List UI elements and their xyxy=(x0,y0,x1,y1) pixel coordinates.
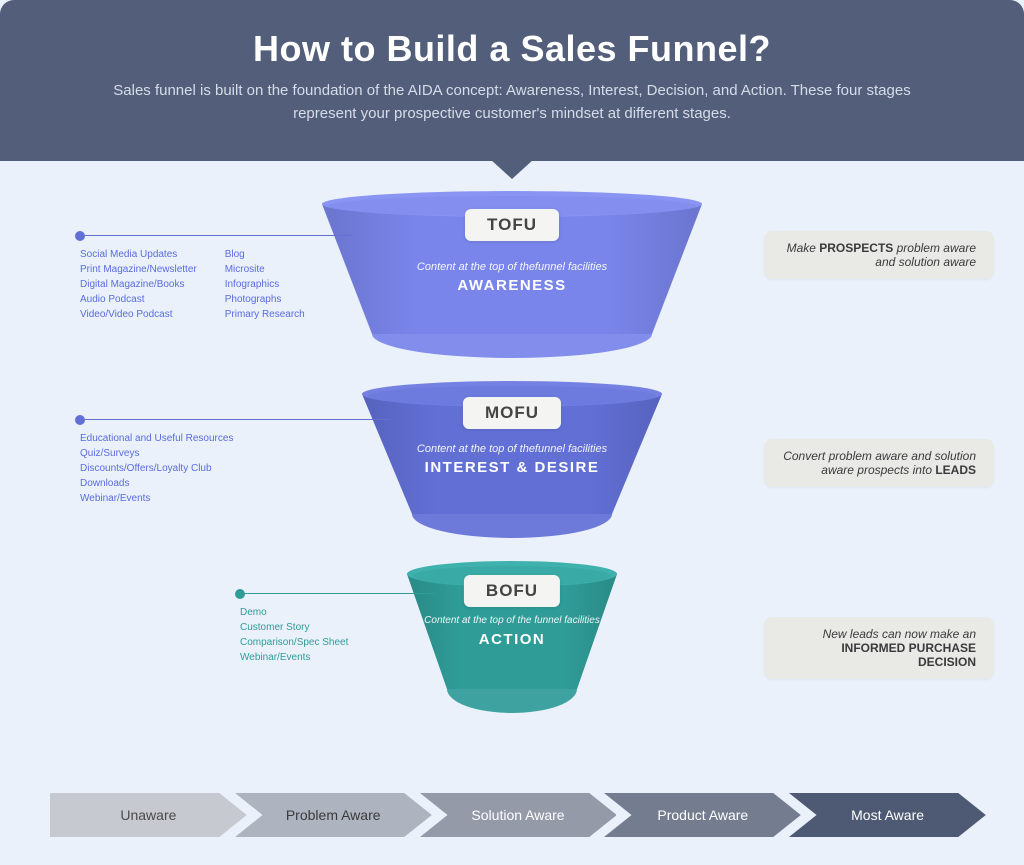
stage-text-mofu: Content at the top of thefunnel faciliti… xyxy=(382,443,642,476)
left-list-mofu: Educational and Useful ResourcesQuiz/Sur… xyxy=(80,431,233,506)
awareness-step: Most Aware xyxy=(789,793,986,837)
awareness-step: Unaware xyxy=(50,793,247,837)
stage-label-bofu: BOFU xyxy=(464,575,560,607)
list-item: Customer Story xyxy=(240,620,348,635)
awareness-step: Problem Aware xyxy=(235,793,432,837)
list-item: Microsite xyxy=(225,262,305,277)
header-arrow-icon xyxy=(490,159,534,179)
list-item: Social Media Updates xyxy=(80,247,197,262)
left-list-tofu: Social Media UpdatesPrint Magazine/Newsl… xyxy=(80,247,305,322)
stage-subtitle: Content at the top of the funnel facilit… xyxy=(382,615,642,627)
left-list-bofu: DemoCustomer StoryComparison/Spec SheetW… xyxy=(240,605,348,665)
list-item: Digital Magazine/Books xyxy=(80,277,197,292)
right-box-tofu: Make PROSPECTS problem aware and solutio… xyxy=(764,231,994,279)
stage-text-bofu: Content at the top of the funnel facilit… xyxy=(382,615,642,648)
awareness-step: Solution Aware xyxy=(420,793,617,837)
list-item: Primary Research xyxy=(225,307,305,322)
list-item: Webinar/Events xyxy=(80,491,233,506)
right-box-bofu: New leads can now make an INFORMED PURCH… xyxy=(764,617,994,679)
list-item: Blog xyxy=(225,247,305,262)
stage-subtitle: Content at the top of thefunnel faciliti… xyxy=(382,443,642,455)
connector-dot-icon xyxy=(75,415,85,425)
connector-line xyxy=(80,419,390,420)
connector-line xyxy=(80,235,352,236)
awareness-bar: Unaware Problem Aware Solution Aware Pro… xyxy=(50,793,974,837)
stage-label-mofu: MOFU xyxy=(463,397,561,429)
connector-dot-icon xyxy=(235,589,245,599)
list-item: Educational and Useful Resources xyxy=(80,431,233,446)
stage-label-tofu: TOFU xyxy=(465,209,559,241)
list-item: Audio Podcast xyxy=(80,292,197,307)
list-item: Infographics xyxy=(225,277,305,292)
list-item: Webinar/Events xyxy=(240,650,348,665)
list-item: Downloads xyxy=(80,476,233,491)
funnel-area: TOFU Content at the top of thefunnel fac… xyxy=(0,191,1024,751)
list-item: Comparison/Spec Sheet xyxy=(240,635,348,650)
awareness-step: Product Aware xyxy=(604,793,801,837)
stage-text-tofu: Content at the top of thefunnel faciliti… xyxy=(382,261,642,294)
page-title: How to Build a Sales Funnel? xyxy=(60,28,964,70)
stage-main: ACTION xyxy=(382,631,642,648)
header: How to Build a Sales Funnel? Sales funne… xyxy=(0,0,1024,161)
stage-main: AWARENESS xyxy=(382,277,642,294)
stage-main: INTEREST & DESIRE xyxy=(382,459,642,476)
right-box-mofu: Convert problem aware and solution aware… xyxy=(764,439,994,487)
list-item: Discounts/Offers/Loyalty Club xyxy=(80,461,233,476)
list-item: Photographs xyxy=(225,292,305,307)
list-item: Print Magazine/Newsletter xyxy=(80,262,197,277)
connector-line xyxy=(240,593,435,594)
list-item: Video/Video Podcast xyxy=(80,307,197,322)
stage-subtitle: Content at the top of thefunnel faciliti… xyxy=(382,261,642,273)
page-subtitle: Sales funnel is built on the foundation … xyxy=(102,80,922,125)
connector-dot-icon xyxy=(75,231,85,241)
list-item: Demo xyxy=(240,605,348,620)
list-item: Quiz/Surveys xyxy=(80,446,233,461)
